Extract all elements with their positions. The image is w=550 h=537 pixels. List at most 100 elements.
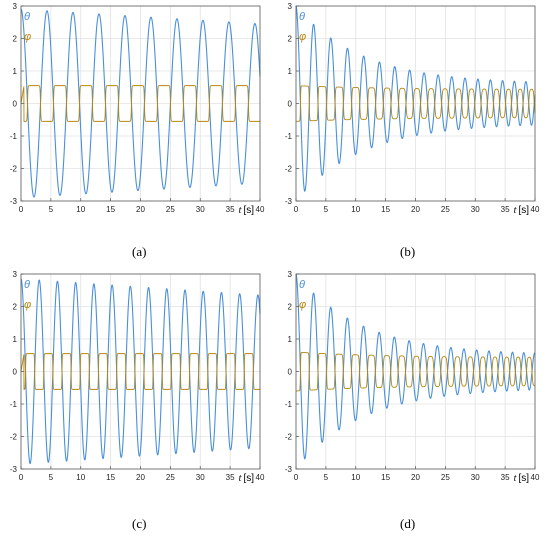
y-tick-label: 0 [288, 100, 293, 109]
x-tick-label: 20 [411, 205, 420, 214]
x-axis-label: t [s] [239, 205, 255, 216]
caption-c: (c) [132, 516, 147, 531]
y-tick-label: 0 [13, 100, 18, 109]
x-tick-label: 25 [166, 205, 175, 214]
x-tick-label: 10 [351, 473, 360, 482]
x-tick-label: 15 [381, 205, 390, 214]
y-tick-label: -3 [10, 197, 18, 206]
x-tick-label: 40 [531, 205, 540, 214]
y-tick-label: 1 [13, 67, 18, 76]
y-tick-label: -2 [10, 165, 18, 174]
series-line-phi [20, 85, 261, 122]
series-line-phi [20, 353, 260, 390]
y-tick-label: 2 [13, 303, 18, 312]
y-tick-label: 0 [13, 368, 18, 377]
x-tick-label: 35 [226, 473, 235, 482]
x-tick-label: 5 [49, 205, 54, 214]
x-tick-label: 30 [196, 473, 205, 482]
x-tick-label: 25 [441, 205, 450, 214]
x-tick-label: 25 [441, 473, 450, 482]
y-tick-label: 2 [288, 303, 293, 312]
series-line-theta [295, 5, 536, 192]
legend-entry-phi: φ [299, 31, 306, 43]
y-tick-label: 1 [288, 335, 293, 344]
x-tick-label: 40 [256, 205, 265, 214]
series-line-theta [20, 278, 261, 465]
panel-d: 0 5 10 15 20 25 30 35 40 -3 -2 -1 0 1 2 3 t [s] θ φ (d) [275, 268, 550, 537]
x-tick-label: 0 [19, 205, 24, 214]
y-tick-label: 2 [288, 35, 293, 44]
legend-entry-phi: φ [24, 299, 31, 311]
x-tick-label: 15 [381, 473, 390, 482]
legend-entry-theta: θ [24, 11, 30, 23]
caption-d: (d) [400, 516, 416, 531]
y-tick-label: 3 [13, 2, 18, 11]
x-tick-label: 5 [49, 473, 54, 482]
x-tick-label: 15 [106, 205, 115, 214]
x-tick-label: 30 [471, 473, 480, 482]
y-tick-label: -1 [10, 132, 18, 141]
y-tick-label: -2 [285, 433, 293, 442]
chart-a: 0 5 10 15 20 25 30 35 40 -3 -2 -1 0 1 2 3 t [s] θφ [10, 2, 265, 216]
x-axis-label: t [s] [239, 473, 255, 484]
x-tick-label: 25 [166, 473, 175, 482]
x-tick-label: 40 [531, 473, 540, 482]
x-tick-label: 35 [501, 205, 510, 214]
x-tick-label: 0 [19, 473, 24, 482]
y-tick-label: 0 [288, 368, 293, 377]
y-tick-label: 2 [13, 35, 18, 44]
x-tick-label: 0 [294, 473, 299, 482]
y-tick-label: 3 [13, 270, 18, 279]
panel-c: 0 5 10 15 20 25 30 35 40 -3 -2 -1 0 1 2 3 t [s] θ φ (c) [0, 268, 275, 537]
x-tick-label: 30 [196, 205, 205, 214]
chart-d: 0 5 10 15 20 25 30 35 40 -3 -2 -1 0 1 2 3 t [s] θφ [285, 270, 540, 484]
series-line-theta [20, 8, 261, 198]
y-tick-label: -1 [285, 132, 293, 141]
x-tick-label: 20 [411, 473, 420, 482]
x-tick-label: 10 [76, 473, 85, 482]
x-tick-label: 30 [471, 205, 480, 214]
panel-a: 0 5 10 15 20 25 30 35 40 -3 -2 -1 0 1 2 3 t [s] θ φ (a) [0, 0, 275, 268]
x-tick-label: 35 [226, 205, 235, 214]
x-tick-label: 0 [294, 205, 299, 214]
x-tick-label: 5 [324, 205, 329, 214]
legend-entry-phi: φ [24, 31, 31, 43]
y-tick-label: -3 [285, 197, 293, 206]
x-tick-label: 5 [324, 473, 329, 482]
caption-a: (a) [132, 244, 147, 259]
series-line-theta [295, 273, 536, 460]
x-tick-label: 10 [351, 205, 360, 214]
x-axis-label-bg [237, 205, 256, 216]
x-axis-label-bg [512, 473, 531, 484]
series-line-phi [296, 85, 536, 122]
y-tick-label: 1 [288, 67, 293, 76]
y-tick-label: -2 [285, 165, 293, 174]
caption-b: (b) [400, 244, 416, 259]
legend-entry-theta: θ [299, 279, 305, 291]
y-tick-label: -1 [285, 400, 293, 409]
legend-entry-theta: θ [299, 11, 305, 23]
legend-entry-theta: θ [24, 279, 30, 291]
y-tick-label: 1 [13, 335, 18, 344]
x-tick-label: 20 [136, 473, 145, 482]
y-tick-label: -3 [285, 465, 293, 474]
panel-b: 0 5 10 15 20 25 30 35 40 -3 -2 -1 0 1 2 3 t [s] θ φ (b) [275, 0, 550, 268]
chart-b: 0 5 10 15 20 25 30 35 40 -3 -2 -1 0 1 2 3 t [s] θφ [285, 2, 540, 216]
y-tick-label: -2 [10, 433, 18, 442]
x-tick-label: 10 [76, 205, 85, 214]
y-tick-label: 3 [288, 270, 293, 279]
y-tick-label: -3 [10, 465, 18, 474]
x-axis-label-bg [512, 205, 531, 216]
x-tick-label: 40 [256, 473, 265, 482]
series-line-phi [295, 351, 536, 392]
y-tick-label: 3 [288, 2, 293, 11]
y-tick-label: -1 [10, 400, 18, 409]
x-axis-label: t [s] [514, 205, 530, 216]
legend-entry-phi: φ [299, 299, 306, 311]
x-axis-label: t [s] [514, 473, 530, 484]
x-tick-label: 15 [106, 473, 115, 482]
chart-c: 0 5 10 15 20 25 30 35 40 -3 -2 -1 0 1 2 3 t [s] θφ [10, 270, 265, 484]
x-tick-label: 35 [501, 473, 510, 482]
x-tick-label: 20 [136, 205, 145, 214]
x-axis-label-bg [237, 473, 256, 484]
